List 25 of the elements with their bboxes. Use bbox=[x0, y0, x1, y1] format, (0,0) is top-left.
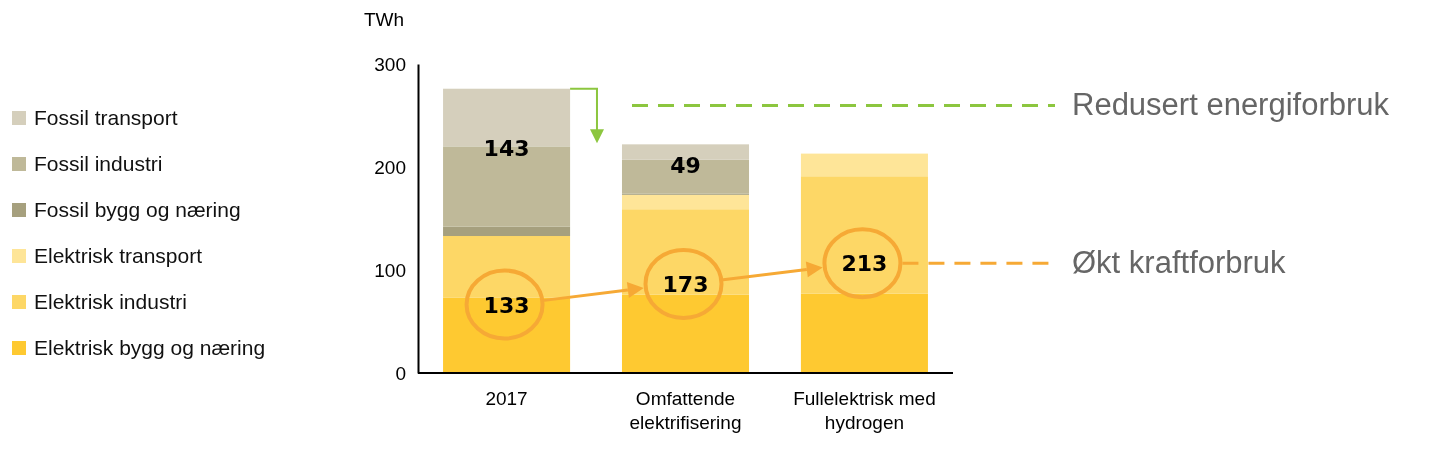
annotation: 173 bbox=[662, 271, 709, 297]
y-tick-label: 0 bbox=[395, 362, 406, 384]
x-tick-label: Omfattende elektrifisering bbox=[629, 388, 742, 433]
annotation: 143 bbox=[483, 135, 530, 161]
bar bbox=[621, 159, 750, 194]
annotation: 49 bbox=[670, 152, 701, 178]
bar bbox=[443, 226, 571, 237]
legend-label: Fossil industri bbox=[34, 152, 163, 175]
bar bbox=[621, 194, 750, 210]
y-tick-label: 200 bbox=[374, 156, 406, 178]
annotation: 213 bbox=[841, 251, 888, 277]
legend-label: Elektrisk industri bbox=[34, 290, 187, 313]
text: Redusert energiforbruk bbox=[1072, 87, 1390, 123]
y-tick-label: 100 bbox=[374, 259, 406, 281]
x-tick-label: Fullelektrisk med hydrogen bbox=[793, 388, 936, 433]
y-tick-label: 300 bbox=[374, 53, 406, 75]
x-tick-label: 2017 bbox=[485, 388, 528, 409]
bar bbox=[800, 153, 928, 177]
legend-label: Elektrisk transport bbox=[34, 244, 203, 267]
y-axis-title: TWh bbox=[363, 9, 405, 30]
legend-label: Elektrisk bygg og næring bbox=[34, 336, 266, 359]
annotation: 133 bbox=[483, 292, 530, 318]
legend-label: Fossil transport bbox=[34, 106, 178, 129]
legend-label: Fossil bygg og næring bbox=[34, 198, 241, 221]
text: Økt kraftforbruk bbox=[1072, 245, 1287, 281]
